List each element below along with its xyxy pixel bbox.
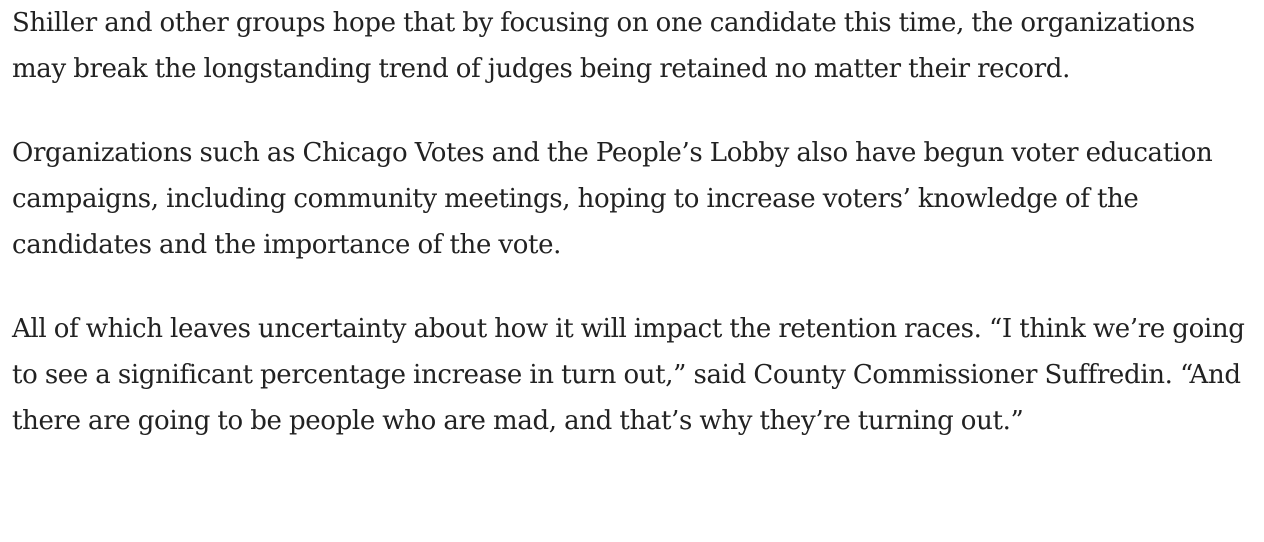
paragraph-voter-education: Organizations such as Chicago Votes and … bbox=[12, 138, 1213, 260]
paragraph-retention-races: All of which leaves uncertainty about ho… bbox=[12, 314, 1245, 436]
article-body: Shiller and other groups hope that by fo… bbox=[12, 0, 1252, 482]
paragraph-shiller-groups: Shiller and other groups hope that by fo… bbox=[12, 8, 1195, 84]
